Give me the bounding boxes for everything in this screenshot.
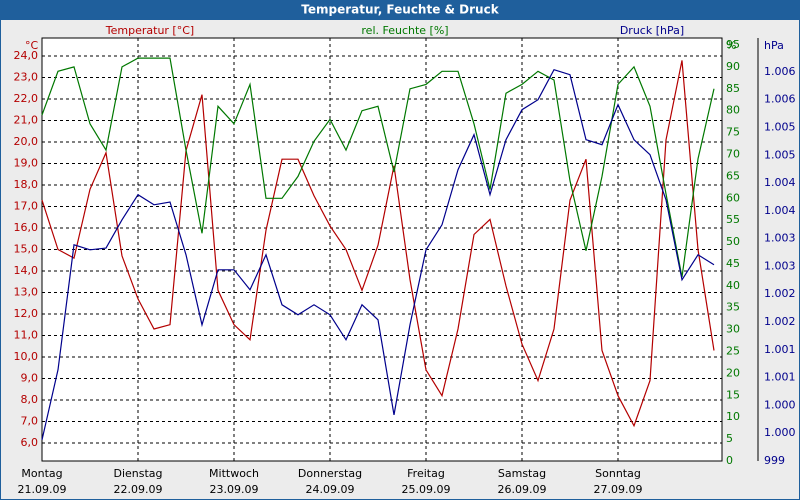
y3-tick-label: 1.001: [764, 343, 796, 356]
y2-tick-label: 75: [726, 126, 740, 139]
y-axis-title: Temperatur [°C]: [105, 24, 194, 37]
y-unit: °C: [25, 39, 39, 52]
y-tick-label: 8,0: [21, 393, 39, 406]
y2-tick-label: 65: [726, 169, 740, 182]
y-tick-label: 11,0: [14, 328, 39, 341]
y-tick-label: 22,0: [14, 92, 39, 105]
x-tick-label: Donnerstag: [298, 467, 362, 480]
y2-tick-label: 35: [726, 301, 740, 314]
x-tick-label: Mittwoch: [209, 467, 259, 480]
chart-title: Temperatur, Feuchte & Druck: [301, 3, 499, 17]
x-tick-date: 21.09.09: [18, 483, 67, 496]
y2-tick-label: 90: [726, 60, 740, 73]
y3-tick-label: 1.006: [764, 65, 796, 78]
y2-tick-label: 45: [726, 257, 740, 270]
x-tick-label: Dienstag: [113, 467, 162, 480]
x-tick-label: Montag: [21, 467, 62, 480]
y-tick-label: 18,0: [14, 178, 39, 191]
y2-tick-label: 70: [726, 147, 740, 160]
y2-axis-title: rel. Feuchte [%]: [361, 24, 448, 37]
y2-tick-label: 60: [726, 191, 740, 204]
y-tick-label: 23,0: [14, 71, 39, 84]
x-tick-date: 25.09.09: [402, 483, 451, 496]
y3-axis-title: Druck [hPa]: [620, 24, 684, 37]
y2-tick-label: 10: [726, 410, 740, 423]
plot-border: [41, 37, 723, 462]
y2-tick-label: 95: [726, 38, 740, 51]
y-tick-label: 14,0: [14, 264, 39, 277]
y2-tick-label: 85: [726, 82, 740, 95]
x-tick-date: 27.09.09: [594, 483, 643, 496]
y-tick-label: 19,0: [14, 157, 39, 170]
y-tick-label: 9,0: [21, 371, 39, 384]
y-tick-label: 24,0: [14, 49, 39, 62]
y2-tick-label: 0: [726, 454, 733, 467]
x-tick-label: Sonntag: [595, 467, 641, 480]
y3-unit: hPa: [764, 39, 784, 52]
y-tick-label: 16,0: [14, 221, 39, 234]
y-tick-label: 13,0: [14, 285, 39, 298]
y3-tick-label: 1.005: [764, 120, 796, 133]
y2-tick-label: 40: [726, 279, 740, 292]
y3-tick-label: 1.003: [764, 232, 796, 245]
y3-tick-label: 1.001: [764, 371, 796, 384]
y3-tick-label: 1.006: [764, 93, 796, 106]
x-tick-date: 26.09.09: [498, 483, 547, 496]
series-line: [41, 68, 715, 441]
x-tick-label: Samstag: [498, 467, 546, 480]
y3-tick-label: 999: [764, 454, 785, 467]
y2-tick-label: 80: [726, 104, 740, 117]
y3-tick-label: 1.004: [764, 176, 796, 189]
y2-tick-label: 5: [726, 432, 733, 445]
x-tick-date: 23.09.09: [210, 483, 259, 496]
y3-tick-label: 1.000: [764, 398, 796, 411]
y2-tick-label: 55: [726, 213, 740, 226]
y-tick-label: 7,0: [21, 414, 39, 427]
y-tick-label: 15,0: [14, 243, 39, 256]
y3-tick-label: 1.005: [764, 148, 796, 161]
y3-tick-label: 1.004: [764, 204, 796, 217]
y3-tick-label: 1.002: [764, 287, 796, 300]
series-line: [41, 60, 715, 428]
y-tick-label: 10,0: [14, 350, 39, 363]
x-tick-date: 22.09.09: [114, 483, 163, 496]
x-tick-label: Freitag: [407, 467, 445, 480]
y-tick-label: 21,0: [14, 114, 39, 127]
series-line: [41, 57, 715, 278]
y-tick-label: 12,0: [14, 307, 39, 320]
y2-tick-label: 30: [726, 323, 740, 336]
y2-tick-label: 50: [726, 235, 740, 248]
y-tick-label: 20,0: [14, 135, 39, 148]
y3-tick-label: 1.002: [764, 315, 796, 328]
y2-unit: %: [726, 39, 736, 52]
y-tick-label: 6,0: [21, 436, 39, 449]
y-tick-label: 17,0: [14, 200, 39, 213]
y2-tick-label: 20: [726, 366, 740, 379]
title-bar: [0, 0, 800, 20]
y2-tick-label: 25: [726, 345, 740, 358]
x-tick-date: 24.09.09: [306, 483, 355, 496]
y3-tick-label: 1.000: [764, 426, 796, 439]
y2-tick-label: 15: [726, 388, 740, 401]
y3-tick-label: 1.003: [764, 259, 796, 272]
